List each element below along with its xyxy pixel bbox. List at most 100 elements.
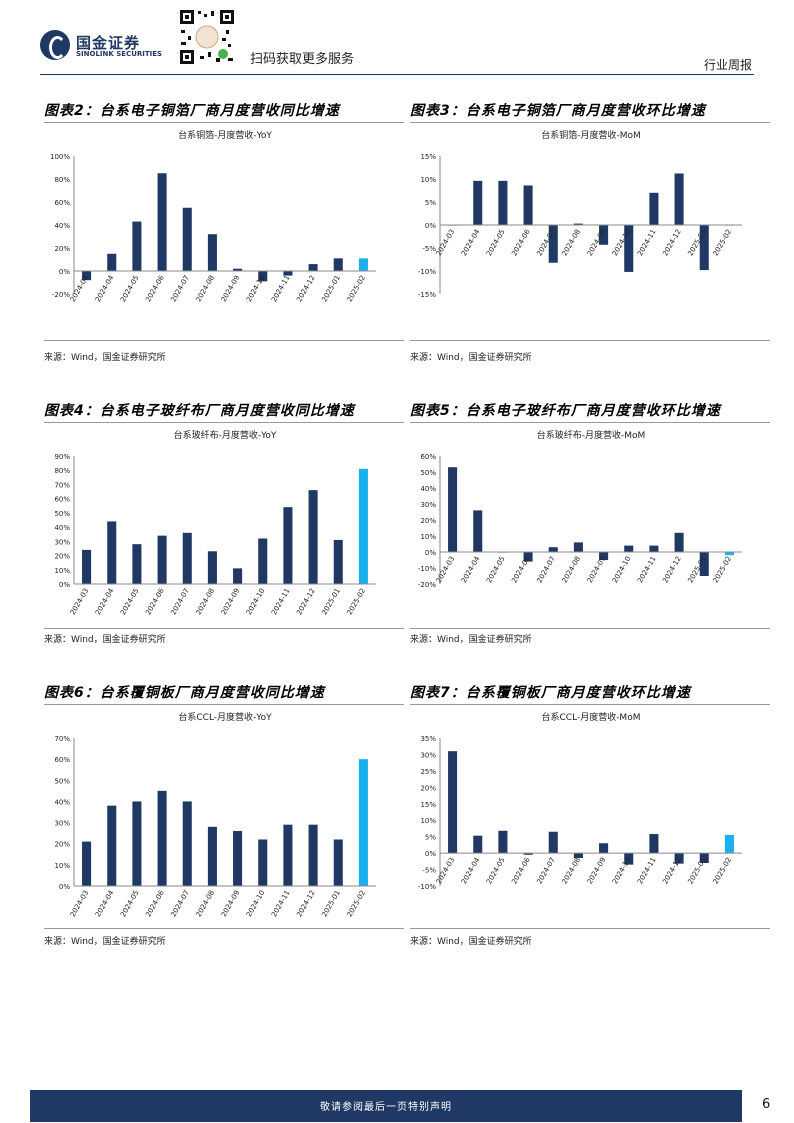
mom-bar-chart: 台系玻纤布-月度营收-MoM -20% -10% 0% 10% 20% 30% 40% 50% 6… [418, 429, 742, 589]
bar [448, 467, 458, 552]
qr-code-icon[interactable] [178, 8, 236, 66]
bar [649, 834, 659, 854]
x-tick-label: 2025-02 [712, 228, 734, 257]
y-tick-label: 10% [54, 862, 70, 870]
y-tick-label: 0% [425, 850, 436, 858]
page-number: 6 [762, 1097, 771, 1112]
chart-title: 台系CCL-月度营收-YoY [178, 711, 272, 723]
bar [233, 568, 243, 584]
bar [308, 490, 318, 584]
bar [358, 759, 368, 886]
bar [82, 549, 92, 584]
chart-panel-1: 图表2：台系电子铜箔厂商月度营收同比增速 台系铜箔-月度营收-YoY -20% 0%… [44, 100, 404, 370]
x-tick-label: 2024-04 [94, 889, 116, 919]
page-header: 国金证券 SINOLINK SECURITIES 扫码获取更多服务 行业周报 [0, 0, 794, 78]
y-tick-label: 0% [59, 883, 70, 891]
x-tick-label: 2024-06 [144, 274, 166, 304]
bar [699, 552, 709, 576]
bar [283, 824, 293, 886]
y-tick-label: 0% [59, 268, 70, 276]
y-tick-label: 40% [54, 798, 70, 806]
bar [283, 507, 293, 584]
x-tick-label: 2024-08 [561, 228, 583, 257]
panel-source: 来源：Wind，国金证券研究所 [410, 635, 532, 645]
x-tick-label: 2024-04 [460, 856, 482, 886]
bar [624, 225, 634, 272]
bar [207, 551, 217, 584]
chart-title: 台系铜箔-月度营收-MoM [541, 129, 641, 141]
x-tick-label: 2025-02 [712, 555, 734, 584]
y-tick-label: 20% [54, 841, 70, 849]
bar [132, 221, 142, 271]
bar [107, 521, 117, 584]
y-tick-label: 20% [54, 245, 70, 253]
x-tick-label: 2024-09 [220, 587, 242, 616]
bar [283, 271, 293, 276]
panel-rule-top [410, 422, 770, 423]
bar [649, 545, 659, 552]
x-tick-label: 2024-03 [435, 856, 457, 885]
bar [157, 535, 167, 584]
chart-panel-3: 图表4：台系电子玻纤布厂商月度营收同比增速 台系玻纤布-月度营收-YoY 0% 10… [44, 400, 404, 660]
y-tick-label: 25% [420, 768, 436, 776]
panel-rule-bottom [44, 340, 404, 341]
x-tick-label: 2025-02 [712, 856, 734, 885]
bar [599, 552, 609, 560]
panel-rule-bottom [44, 628, 404, 629]
bar [599, 843, 609, 854]
x-tick-label: 2024-04 [69, 274, 91, 304]
x-tick-label: 2024-06 [510, 228, 532, 258]
logo-mark-icon [40, 30, 70, 60]
logo-en-text: SINOLINK SECURITIES [76, 50, 163, 58]
y-tick-label: 30% [420, 751, 436, 759]
logo-cn-text: 国金证券 [76, 34, 141, 52]
x-tick-label: 2024-11 [636, 228, 658, 257]
panel-title: 图表5：台系电子玻纤布厂商月度营收环比增速 [410, 403, 721, 419]
y-tick-label: 60% [420, 453, 436, 461]
bar [448, 751, 458, 854]
bar [207, 234, 217, 271]
y-tick-label: 60% [54, 756, 70, 764]
bar [258, 538, 268, 584]
x-tick-label: 2024-11 [270, 889, 292, 918]
y-tick-label: 20% [54, 553, 70, 561]
chart-title: 台系玻纤布-月度营收-YoY [174, 429, 277, 441]
x-tick-label: 2024-06 [510, 555, 532, 585]
x-tick-label: 2025-02 [346, 889, 368, 918]
bar [107, 253, 117, 271]
bar [674, 173, 684, 225]
bar [724, 835, 734, 854]
bar [182, 801, 192, 886]
header-divider [40, 74, 754, 75]
chart-panel-2: 图表3：台系电子铜箔厂商月度营收环比增速 台系铜箔-月度营收-MoM -15% -1… [410, 100, 770, 370]
y-tick-label: 100% [50, 153, 70, 161]
bar [724, 552, 734, 556]
panel-title: 图表3：台系电子铜箔厂商月度营收环比增速 [410, 103, 706, 119]
y-tick-label: 0% [425, 222, 436, 230]
bar [233, 268, 243, 271]
panel-title: 图表2：台系电子铜箔厂商月度营收同比增速 [44, 103, 340, 119]
bar [599, 225, 609, 245]
x-tick-label: 2024-07 [535, 856, 557, 885]
chart-panel-6: 图表7：台系覆铜板厂商月度营收环比增速 台系CCL-月度营收-MoM -10% -5… [410, 682, 770, 952]
x-tick-label: 2024-08 [195, 274, 217, 303]
panel-source: 来源：Wind，国金证券研究所 [44, 937, 166, 947]
bar [523, 853, 533, 855]
bar [358, 258, 368, 271]
bar [233, 831, 243, 886]
yoy-bar-chart: 台系玻纤布-月度营收-YoY 0% 10% 20% 30% 40% 50% 60% 70% 80%… [54, 429, 376, 616]
y-tick-label: -20% [418, 581, 436, 589]
chart-panel-5: 图表6：台系覆铜板厂商月度营收同比增速 台系CCL-月度营收-YoY 0% 10% 2… [44, 682, 404, 952]
bar [523, 552, 533, 562]
x-tick-label: 2024-08 [561, 856, 583, 885]
bar [573, 853, 583, 859]
company-logo: 国金证券 SINOLINK SECURITIES [40, 30, 162, 64]
y-tick-label: 0% [425, 549, 436, 557]
panel-source: 来源：Wind，国金证券研究所 [44, 635, 166, 645]
mom-bar-chart: 台系CCL-月度营收-MoM -10% -5% 0% 5% 10% 15% 20% 25% 30%… [418, 711, 742, 891]
bar [308, 264, 318, 271]
x-tick-label: 2025-02 [346, 274, 368, 303]
footer-disclaimer: 敬请参阅最后一页特别声明 [320, 1102, 452, 1113]
x-tick-label: 2024-07 [535, 555, 557, 584]
y-tick-label: 70% [54, 735, 70, 743]
